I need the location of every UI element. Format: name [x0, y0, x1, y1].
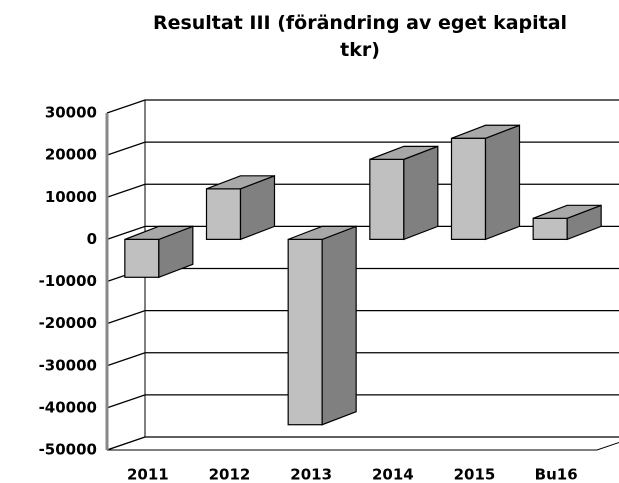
bar-top: [124, 225, 194, 240]
bar: [124, 225, 194, 279]
y-tick-label: 0: [87, 230, 97, 248]
x-tick-label: Bu16: [535, 466, 578, 483]
y-tick-label: 10000: [45, 188, 97, 206]
bar: [450, 124, 521, 241]
bar: [205, 174, 276, 241]
grid-line: [106, 394, 619, 409]
bar-side: [403, 145, 439, 241]
bar-side: [321, 225, 357, 426]
x-tick-label: 2014: [372, 466, 414, 483]
bar: [532, 204, 602, 241]
x-tick-label: 2012: [209, 466, 251, 483]
bar-front: [532, 217, 568, 240]
bar-front: [124, 238, 160, 278]
x-tick-label: 2015: [454, 466, 496, 483]
bar-front: [287, 238, 323, 426]
grid-line: [106, 436, 619, 451]
x-tick-label: 2013: [290, 466, 332, 483]
y-tick-label: -30000: [39, 356, 97, 374]
y-tick-label: -20000: [39, 314, 97, 332]
grid-line: [106, 99, 619, 114]
bar-top: [532, 204, 602, 219]
floor: [106, 436, 619, 451]
x-tick-label: 2011: [127, 466, 169, 483]
bar-top: [451, 124, 520, 139]
bar-top: [206, 175, 275, 190]
y-tick-label: -10000: [39, 272, 97, 290]
y-tick-label: -50000: [39, 441, 97, 459]
bar-front: [205, 188, 242, 240]
grid-line: [106, 352, 619, 367]
y-tick-label: 20000: [45, 146, 97, 164]
grid-line: [106, 309, 619, 325]
bar: [369, 145, 439, 241]
bar-front: [450, 137, 487, 240]
y-tick-label: -40000: [39, 398, 97, 416]
bar-top: [369, 145, 439, 160]
bar-side: [484, 124, 521, 241]
chart-title: Resultat III (förändring av eget kapital…: [152, 12, 568, 61]
y-tick-label: 30000: [45, 104, 97, 122]
bar-top: [287, 225, 357, 240]
bar: [287, 225, 357, 426]
bar-front: [369, 158, 405, 240]
